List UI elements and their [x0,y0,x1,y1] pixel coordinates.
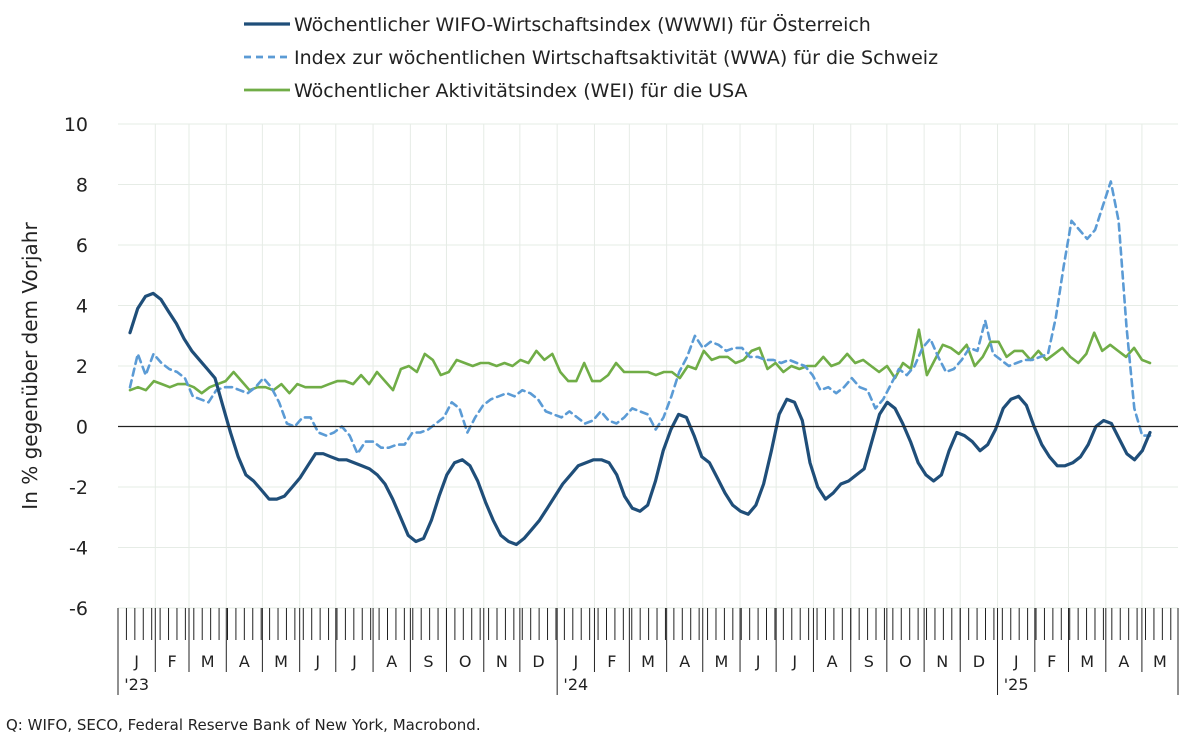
x-axis: J F M A M J J A S O N D J F M A M J J A S O N D J F M A M '23 '24 '25 [117,608,1179,695]
x-month-label: A [386,652,397,671]
x-month-label: M [641,652,655,671]
chart-grid [118,123,1178,609]
x-month-label: A [827,652,838,671]
x-month-label: N [496,652,508,671]
x-month-label: N [936,652,948,671]
x-month-label: S [423,652,433,671]
y-tick-label: -2 [69,477,88,499]
series-line-1 [128,291,1152,547]
y-tick-label: 0 [76,417,88,439]
chart-legend: Wöchentlicher WIFO-Wirtschaftsindex (WWW… [244,13,938,102]
x-month-label: J [791,652,797,671]
x-month-label: M [1080,652,1094,671]
x-month-label: F [607,652,616,671]
x-month-label: D [532,652,544,671]
x-month-label: O [899,652,912,671]
series-line-2 [128,180,1152,456]
y-tick-label: 2 [76,356,88,378]
x-month-label: J [755,652,761,671]
source-note: Q: WIFO, SECO, Federal Reserve Bank of N… [6,716,481,734]
legend-entry-1: Wöchentlicher WIFO-Wirtschaftsindex (WWW… [294,13,871,36]
y-tick-label: 4 [76,296,88,318]
x-month-label: J [351,652,357,671]
x-month-label: J [314,652,320,671]
x-month-label: J [572,652,578,671]
x-year-label: '24 [563,675,588,694]
y-tick-label: -6 [69,598,88,620]
x-month-label: M [274,652,288,671]
y-axis: -6 -4 -2 0 2 4 6 8 10 In % gegenüber dem Vorjahr [18,114,88,620]
x-month-label: J [133,652,139,671]
x-month-label: F [1047,652,1056,671]
legend-entry-3: Wöchentlicher Aktivitätsindex (WEI) für … [294,80,748,102]
x-year-label: '25 [1004,675,1029,694]
x-month-label: D [973,652,985,671]
x-month-label: M [201,652,215,671]
legend-entry-2: Index zur wöchentlichen Wirtschaftsaktiv… [294,47,938,69]
x-month-label: M [714,652,728,671]
x-month-label: J [1013,652,1019,671]
y-tick-label: 10 [64,114,88,136]
x-month-label: M [1153,652,1167,671]
y-axis-label: In % gegenüber dem Vorjahr [18,222,42,510]
x-month-label: A [679,652,690,671]
x-month-label: S [864,652,874,671]
x-month-label: A [239,652,250,671]
x-year-label: '23 [124,675,149,694]
x-month-label: F [168,652,177,671]
x-month-label: A [1118,652,1129,671]
y-tick-label: 6 [76,235,88,257]
x-month-label: O [459,652,472,671]
series-line-3 [128,328,1152,395]
y-tick-label: -4 [69,538,88,560]
y-tick-label: 8 [76,175,88,197]
plot-area [128,180,1152,547]
